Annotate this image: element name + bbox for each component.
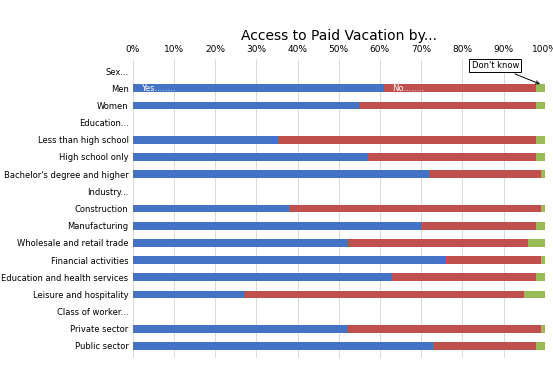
Bar — [359, 101, 536, 109]
Bar — [368, 153, 536, 161]
Bar — [133, 290, 244, 298]
Bar — [347, 325, 541, 332]
Bar — [133, 170, 429, 178]
Bar — [541, 325, 545, 332]
Bar — [392, 273, 536, 281]
Bar — [446, 256, 541, 264]
Bar — [541, 205, 545, 212]
Bar — [429, 170, 541, 178]
Bar — [541, 256, 545, 264]
Bar — [133, 85, 384, 92]
Bar — [421, 222, 536, 230]
Text: Yes........: Yes........ — [141, 84, 175, 93]
Bar — [536, 136, 545, 144]
Bar — [434, 342, 536, 350]
Bar — [133, 101, 359, 109]
Bar — [347, 239, 528, 247]
Bar — [536, 153, 545, 161]
Title: Access to Paid Vacation by...: Access to Paid Vacation by... — [241, 28, 437, 42]
Text: No........: No........ — [392, 84, 425, 93]
Text: Don't know: Don't know — [472, 61, 539, 84]
Bar — [133, 342, 434, 350]
Bar — [133, 205, 289, 212]
Bar — [536, 273, 545, 281]
Bar — [536, 101, 545, 109]
Bar — [244, 290, 524, 298]
Bar — [133, 136, 277, 144]
Bar — [133, 256, 446, 264]
Bar — [536, 85, 545, 92]
Bar — [536, 342, 545, 350]
Bar — [541, 170, 545, 178]
Bar — [536, 222, 545, 230]
Bar — [133, 273, 392, 281]
Bar — [133, 222, 421, 230]
Bar — [133, 325, 347, 332]
Bar — [289, 205, 541, 212]
Bar — [133, 153, 368, 161]
Bar — [277, 136, 536, 144]
Bar — [384, 85, 536, 92]
Bar — [528, 239, 545, 247]
Bar — [133, 239, 347, 247]
Bar — [524, 290, 545, 298]
